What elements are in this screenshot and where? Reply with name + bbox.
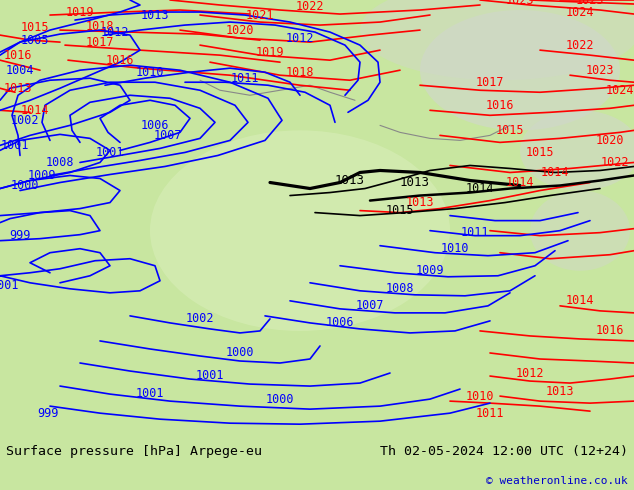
Text: 1007: 1007	[356, 299, 384, 312]
Text: 1015: 1015	[526, 146, 554, 159]
Text: 1011: 1011	[476, 407, 504, 419]
Text: 1020: 1020	[226, 24, 254, 37]
Text: 1015: 1015	[496, 124, 524, 137]
Text: 1001: 1001	[96, 146, 124, 159]
Text: 1013: 1013	[546, 385, 574, 397]
Text: 1008: 1008	[385, 282, 414, 295]
Text: 1016: 1016	[4, 49, 32, 62]
Text: 1000: 1000	[266, 392, 294, 406]
Text: 1015: 1015	[21, 21, 49, 34]
Text: 1016: 1016	[106, 54, 134, 67]
Text: 1022: 1022	[295, 0, 324, 13]
Text: Th 02-05-2024 12:00 UTC (12+24): Th 02-05-2024 12:00 UTC (12+24)	[380, 445, 628, 458]
Text: 1012: 1012	[101, 25, 129, 39]
Text: 1013: 1013	[335, 174, 365, 187]
Text: 1006: 1006	[141, 119, 169, 132]
Text: 1025: 1025	[576, 0, 604, 6]
Text: 1017: 1017	[476, 76, 504, 89]
Text: 1022: 1022	[601, 156, 630, 169]
Text: 1001: 1001	[196, 368, 224, 382]
Text: 1010: 1010	[441, 242, 469, 255]
Text: 1006: 1006	[326, 317, 354, 329]
Text: 1002: 1002	[11, 114, 39, 127]
Text: 999: 999	[37, 407, 59, 419]
Text: 1001: 1001	[1, 139, 29, 152]
Text: 1001: 1001	[0, 279, 19, 293]
Text: 1020: 1020	[596, 134, 624, 147]
Text: 1014: 1014	[466, 182, 495, 195]
Ellipse shape	[150, 130, 450, 331]
Text: 1013: 1013	[141, 8, 169, 22]
Text: 1021: 1021	[246, 8, 275, 22]
Text: 1015: 1015	[385, 204, 414, 217]
Text: 1002: 1002	[186, 313, 214, 325]
Text: 1010: 1010	[466, 390, 495, 403]
Ellipse shape	[420, 10, 620, 130]
Text: 1014: 1014	[21, 104, 49, 117]
Text: Surface pressure [hPa] Arpege-eu: Surface pressure [hPa] Arpege-eu	[6, 445, 262, 458]
Text: 1013: 1013	[4, 82, 32, 95]
Text: 1023: 1023	[586, 64, 614, 77]
Text: 1024: 1024	[605, 84, 634, 97]
Text: 999: 999	[10, 229, 30, 242]
Text: 1016: 1016	[596, 324, 624, 338]
Text: 1023: 1023	[506, 0, 534, 6]
Text: 1018: 1018	[286, 66, 314, 79]
Text: 1009: 1009	[28, 169, 56, 182]
Text: 1013: 1013	[406, 196, 434, 209]
Text: 1010: 1010	[136, 66, 164, 79]
Text: 1024: 1024	[566, 5, 594, 19]
Text: © weatheronline.co.uk: © weatheronline.co.uk	[486, 476, 628, 486]
Text: 1018: 1018	[86, 20, 114, 32]
Text: 1008: 1008	[46, 156, 74, 169]
Text: 1000: 1000	[226, 346, 254, 360]
Ellipse shape	[360, 0, 634, 80]
Ellipse shape	[520, 110, 634, 191]
Text: 1017: 1017	[86, 36, 114, 49]
Text: 1012: 1012	[286, 32, 314, 45]
Text: 1014: 1014	[566, 294, 594, 307]
Text: 1012: 1012	[515, 367, 544, 380]
Text: 1004: 1004	[6, 64, 34, 77]
Text: 1013: 1013	[400, 176, 430, 189]
Ellipse shape	[530, 191, 630, 271]
Text: 1011: 1011	[231, 72, 259, 85]
Text: 1011: 1011	[461, 226, 489, 239]
Text: 1014: 1014	[506, 176, 534, 189]
Text: 1022: 1022	[566, 39, 594, 51]
Text: 1019: 1019	[66, 5, 94, 19]
Text: 1016: 1016	[486, 99, 514, 112]
Text: 1005: 1005	[21, 34, 49, 47]
Text: 1001: 1001	[136, 387, 164, 399]
Text: 1000: 1000	[11, 179, 39, 192]
Text: 1019: 1019	[256, 46, 284, 59]
Text: 1014: 1014	[541, 166, 569, 179]
Text: 1009: 1009	[416, 264, 444, 277]
Text: 1007: 1007	[154, 129, 182, 142]
